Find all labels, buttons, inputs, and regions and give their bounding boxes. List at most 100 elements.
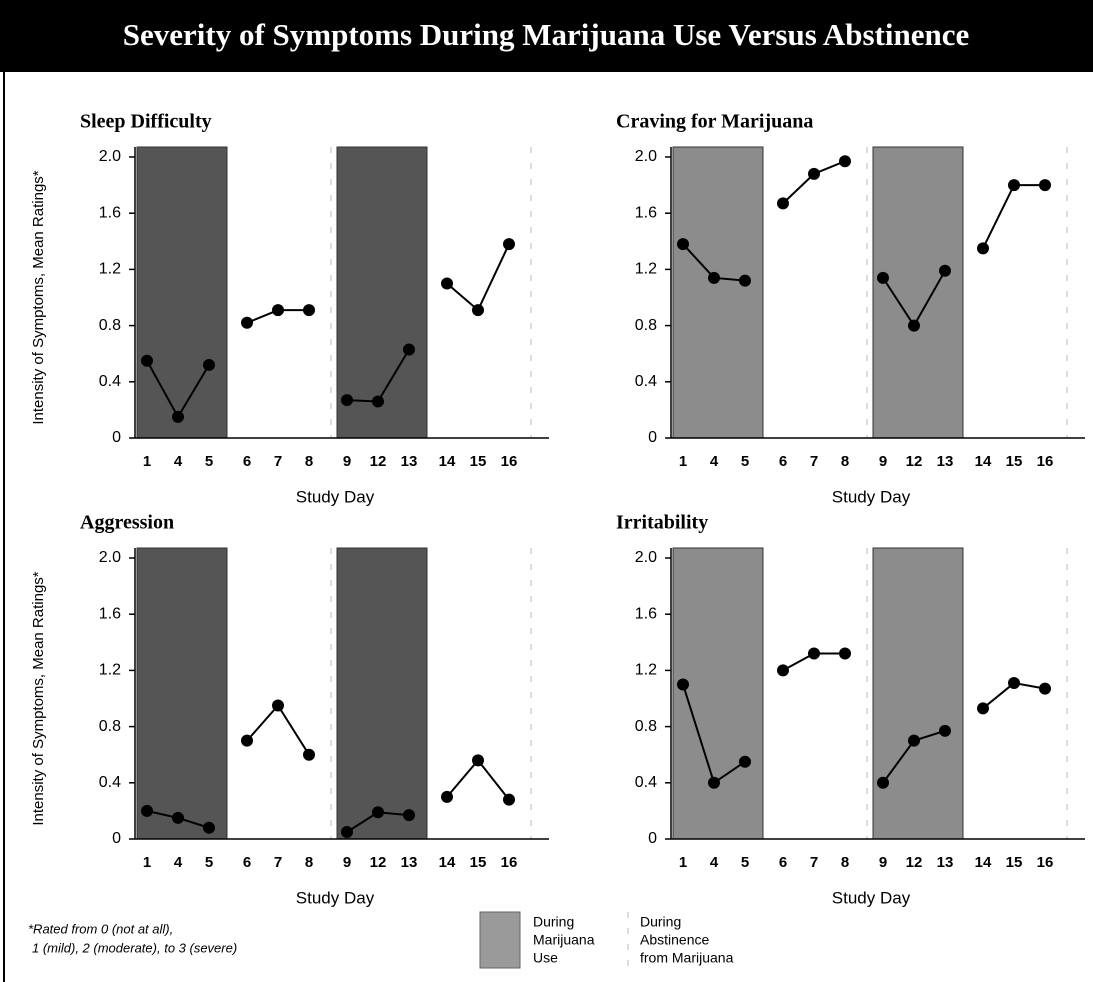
use-period-shade (136, 146, 228, 439)
x-tick-label: 16 (1037, 854, 1054, 871)
data-point (777, 197, 789, 210)
x-tick-label: 14 (975, 453, 992, 470)
data-point (739, 274, 751, 287)
data-point (172, 410, 184, 423)
x-tick-label: 9 (879, 453, 887, 470)
x-tick-label: 15 (1006, 453, 1023, 470)
data-point (908, 734, 920, 747)
y-tick-label: 2.0 (635, 148, 657, 165)
data-point (503, 793, 515, 806)
data-point (1039, 682, 1051, 695)
x-tick-label: 4 (710, 854, 719, 871)
y-tick-label: 1.2 (99, 662, 121, 679)
y-tick-label: 1.6 (99, 204, 121, 221)
use-period-shade (872, 547, 964, 840)
data-point (503, 238, 515, 251)
data-point (1039, 179, 1051, 192)
x-tick-label: 4 (174, 453, 183, 470)
x-tick-label: 13 (401, 854, 418, 871)
x-tick-label: 16 (501, 453, 518, 470)
data-point (677, 678, 689, 691)
data-point (241, 316, 253, 329)
use-period-shade (136, 547, 228, 840)
footnote: 1 (mild), 2 (moderate), to 3 (severe) (32, 940, 237, 955)
data-point (877, 776, 889, 789)
data-point (141, 354, 153, 367)
y-tick-label: 0.8 (99, 317, 121, 334)
x-tick-label: 1 (143, 453, 151, 470)
y-tick-label: 2.0 (99, 549, 121, 566)
x-tick-label: 12 (906, 854, 923, 871)
panel-title: Irritability (616, 512, 708, 534)
x-tick-label: 5 (741, 453, 749, 470)
data-point (203, 821, 215, 834)
x-tick-label: 6 (243, 854, 251, 871)
data-point (708, 271, 720, 284)
x-tick-label: 5 (205, 453, 213, 470)
x-tick-label: 7 (274, 854, 282, 871)
y-tick-label: 0.8 (99, 718, 121, 735)
data-point (141, 804, 153, 817)
data-point (472, 754, 484, 767)
x-tick-label: 8 (841, 854, 849, 871)
x-tick-label: 12 (906, 453, 923, 470)
data-point (1008, 677, 1020, 690)
data-point (977, 242, 989, 255)
data-point (441, 790, 453, 803)
data-point (341, 394, 353, 407)
y-tick-label: 1.6 (635, 605, 657, 622)
data-point (203, 358, 215, 371)
panel-title: Sleep Difficulty (80, 111, 212, 133)
y-tick-label: 0.8 (635, 718, 657, 735)
use-period-shade (336, 146, 428, 439)
footnote: *Rated from 0 (not at all), (28, 921, 173, 936)
x-tick-label: 15 (470, 453, 487, 470)
y-tick-label: 1.6 (99, 605, 121, 622)
data-point (341, 825, 353, 838)
x-tick-label: 1 (679, 453, 687, 470)
y-axis-label: Intensity of Symptoms, Mean Ratings* (30, 170, 47, 424)
use-period-shade (872, 146, 964, 439)
x-tick-label: 5 (741, 854, 749, 871)
data-point (403, 809, 415, 822)
x-tick-label: 12 (370, 453, 387, 470)
data-point (303, 748, 315, 761)
y-tick-label: 0 (648, 429, 657, 446)
data-line (782, 160, 846, 205)
data-point (839, 647, 851, 660)
legend-label: Use (533, 950, 558, 966)
y-tick-label: 1.2 (635, 261, 657, 278)
data-point (677, 238, 689, 251)
data-point (1008, 179, 1020, 192)
x-axis-label: Study Day (296, 888, 375, 907)
x-tick-label: 6 (243, 453, 251, 470)
y-tick-label: 2.0 (635, 549, 657, 566)
y-tick-label: 0 (112, 830, 121, 847)
data-point (272, 304, 284, 317)
panel-title: Aggression (80, 512, 174, 534)
x-tick-label: 1 (143, 854, 151, 871)
legend-swatch (479, 911, 521, 969)
data-point (777, 664, 789, 677)
x-tick-label: 16 (1037, 453, 1054, 470)
data-point (372, 395, 384, 408)
x-tick-label: 9 (343, 854, 351, 871)
y-tick-label: 0 (648, 830, 657, 847)
data-line (446, 243, 510, 312)
data-point (441, 277, 453, 290)
x-axis-label: Study Day (832, 487, 911, 506)
x-tick-label: 9 (879, 854, 887, 871)
data-point (372, 806, 384, 819)
x-axis-label: Study Day (296, 487, 375, 506)
header-bar (0, 0, 1093, 72)
x-tick-label: 1 (679, 854, 687, 871)
data-line (246, 703, 310, 756)
x-tick-label: 12 (370, 854, 387, 871)
data-point (172, 811, 184, 824)
use-period-shade (672, 146, 764, 439)
x-tick-label: 8 (305, 453, 313, 470)
x-tick-label: 6 (779, 453, 787, 470)
data-point (472, 304, 484, 317)
data-point (939, 724, 951, 737)
